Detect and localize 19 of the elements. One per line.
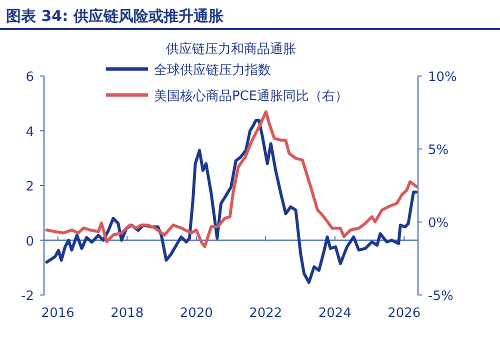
x-tick-label: 2026 <box>388 306 421 321</box>
x-tick-label: 2020 <box>180 306 213 321</box>
y-tick-label: 0 <box>26 234 34 250</box>
x-tick-label: 2024 <box>318 306 352 321</box>
x-tick-label: 2016 <box>41 306 74 321</box>
x-tick-label: 2018 <box>110 306 144 321</box>
y2-tick-label: -5% <box>428 289 454 304</box>
y2-tick-label: 0% <box>428 216 449 231</box>
y-tick-label: 2 <box>26 180 34 194</box>
y-tick-label: 6 <box>26 70 34 85</box>
y-tick-label: -2 <box>21 289 34 304</box>
x-tick-label: 2022 <box>249 306 282 321</box>
legend-label: 全球供应链压力指数 <box>154 62 271 78</box>
y2-tick-label: 5% <box>428 143 449 158</box>
chart-subtitle: 供应链压力和商品通胀 <box>166 41 296 57</box>
y2-tick-label: 10% <box>428 70 457 85</box>
legend-label: 美国核心商品PCE通胀同比（右） <box>154 88 348 104</box>
y-tick-label: 4 <box>26 124 34 140</box>
chart-title: 图表 34: 供应链风险或推升通胀 <box>6 7 224 25</box>
